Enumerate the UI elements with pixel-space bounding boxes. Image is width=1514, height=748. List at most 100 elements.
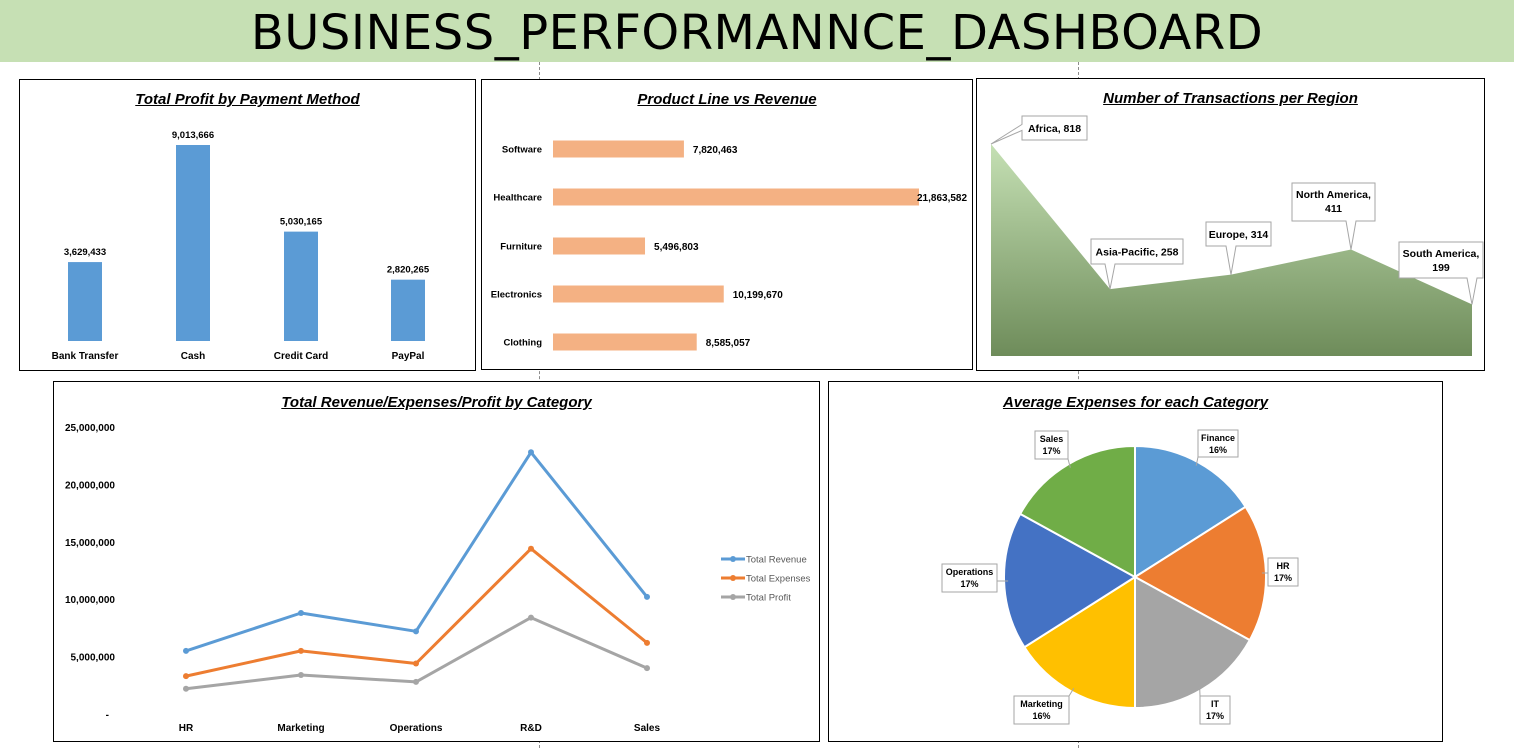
- x-tick-label: R&D: [520, 723, 542, 734]
- legend-label: Total Expenses: [746, 574, 811, 585]
- data-label: Europe, 314: [1209, 229, 1269, 241]
- series-line: [185, 547, 648, 678]
- payment-method-chart: Total Profit by Payment Method 3,629,433…: [19, 79, 476, 371]
- y-tick-label: 5,000,000: [71, 653, 116, 664]
- category-label: Furniture: [500, 242, 542, 253]
- bar: [553, 285, 724, 303]
- slice-percent: 17%: [1042, 446, 1060, 456]
- slice-percent: 17%: [1274, 573, 1292, 583]
- data-label: 8,585,057: [706, 338, 751, 349]
- bar: [553, 140, 684, 158]
- title-banner: [0, 0, 1514, 62]
- slice-label: Operations: [946, 567, 994, 577]
- chart-title: Product Line vs Revenue: [637, 91, 817, 108]
- bar: [553, 188, 919, 206]
- chart-title: Number of Transactions per Region: [1103, 90, 1358, 107]
- slice-label: Sales: [1040, 434, 1064, 444]
- category-line-chart: Total Revenue/Expenses/Profit by Categor…: [53, 381, 820, 742]
- data-callout: [990, 115, 1088, 145]
- product-line-plot: Software 7,820,463 Healthcare 21,863,582 Fur…: [491, 140, 967, 351]
- slice-label: Finance: [1201, 433, 1235, 443]
- chart-title: Total Profit by Payment Method: [135, 91, 360, 108]
- data-point: [183, 647, 189, 654]
- chart-title: Total Revenue/Expenses/Profit by Categor…: [281, 394, 592, 411]
- dashboard-title: BUSINESS_PERFORMANNCE_DASHBOARD: [250, 5, 1264, 61]
- slice-label-box: [1199, 695, 1231, 725]
- label-leader: [1067, 458, 1071, 468]
- data-label: 3,629,433: [64, 247, 106, 258]
- pie-slice: [1134, 444, 1247, 579]
- slice-label-box: [1267, 557, 1299, 587]
- category-label: Healthcare: [493, 193, 542, 204]
- payment-method-plot: 3,629,433 Bank Transfer 9,013,666 Cash 5,030…: [52, 130, 430, 362]
- bar: [176, 145, 210, 341]
- data-label: 9,013,666: [172, 130, 214, 141]
- data-point: [413, 678, 419, 685]
- category-label: Cash: [181, 351, 205, 362]
- chart-title: Average Expenses for each Category: [1002, 394, 1269, 411]
- legend-label: Total Profit: [746, 593, 791, 604]
- legend-marker: [730, 575, 736, 581]
- category-line-plot: - 5,000,000 10,000,000 15,000,000 20,000,000…: [65, 423, 811, 734]
- data-point: [183, 685, 189, 692]
- data-callout: [1205, 221, 1272, 275]
- data-label: Asia-Pacific, 258: [1096, 247, 1179, 259]
- expenses-pie-chart: Average Expenses for each Category Finan…: [828, 381, 1443, 742]
- slice-label-box: [941, 563, 998, 593]
- y-tick-label: 15,000,000: [65, 538, 115, 549]
- x-tick-label: HR: [179, 723, 194, 734]
- data-label: Africa, 818: [1028, 123, 1081, 135]
- data-callout: [1291, 182, 1376, 250]
- x-tick-label: Marketing: [277, 723, 324, 734]
- label-leader: [1068, 688, 1075, 697]
- data-point: [528, 449, 534, 456]
- x-tick-label: Sales: [634, 723, 661, 734]
- bar: [391, 279, 425, 341]
- slice-percent: 16%: [1209, 445, 1227, 455]
- data-point: [528, 614, 534, 621]
- data-label: South America,: [1403, 248, 1480, 260]
- bar: [284, 231, 318, 341]
- product-line-chart: Product Line vs Revenue Software 7,820,46…: [481, 79, 973, 370]
- data-point: [413, 628, 419, 635]
- y-tick-label: 20,000,000: [65, 480, 115, 491]
- data-point: [183, 673, 189, 680]
- data-label: North America,: [1296, 189, 1371, 201]
- category-label: Electronics: [491, 290, 542, 301]
- slice-percent: 17%: [960, 579, 978, 589]
- area-series: [991, 144, 1472, 356]
- data-point: [644, 639, 650, 646]
- bar: [553, 333, 697, 351]
- slice-label: HR: [1277, 561, 1290, 571]
- data-point: [413, 660, 419, 667]
- slice-percent: 16%: [1032, 711, 1050, 721]
- data-point: [298, 609, 304, 616]
- pie-slice: [1018, 444, 1136, 579]
- label-leader: [1195, 456, 1199, 466]
- data-label: 5,030,165: [280, 217, 323, 228]
- legend-marker: [730, 594, 736, 600]
- slice-label-box: [1034, 430, 1069, 460]
- category-label: Credit Card: [274, 351, 328, 362]
- series-line: [185, 450, 649, 653]
- legend-label: Total Revenue: [746, 555, 807, 566]
- category-label: PayPal: [392, 351, 425, 362]
- data-label: 199: [1432, 262, 1450, 274]
- data-label: 2,820,265: [387, 265, 430, 276]
- data-point: [528, 545, 534, 552]
- expenses-pie-plot: Finance 16% HR 17% IT 17% Marketing 16% Operatio…: [941, 429, 1299, 725]
- pie-slice: [1134, 575, 1252, 710]
- slice-label-box: [1013, 695, 1070, 725]
- category-label: Clothing: [503, 338, 542, 349]
- data-label: 10,199,670: [733, 290, 783, 301]
- data-label: 21,863,582: [917, 193, 967, 204]
- data-callout: [1398, 241, 1484, 305]
- y-tick-label: 25,000,000: [65, 423, 115, 434]
- region-transactions-plot: Africa, 818 Asia-Pacific, 258 Europe, 314 N…: [990, 115, 1484, 356]
- data-point: [298, 671, 304, 678]
- y-tick-label: -: [106, 710, 109, 721]
- slice-percent: 17%: [1206, 711, 1224, 721]
- data-label: 7,820,463: [693, 145, 738, 156]
- data-point: [298, 647, 304, 654]
- x-tick-label: Operations: [390, 723, 443, 734]
